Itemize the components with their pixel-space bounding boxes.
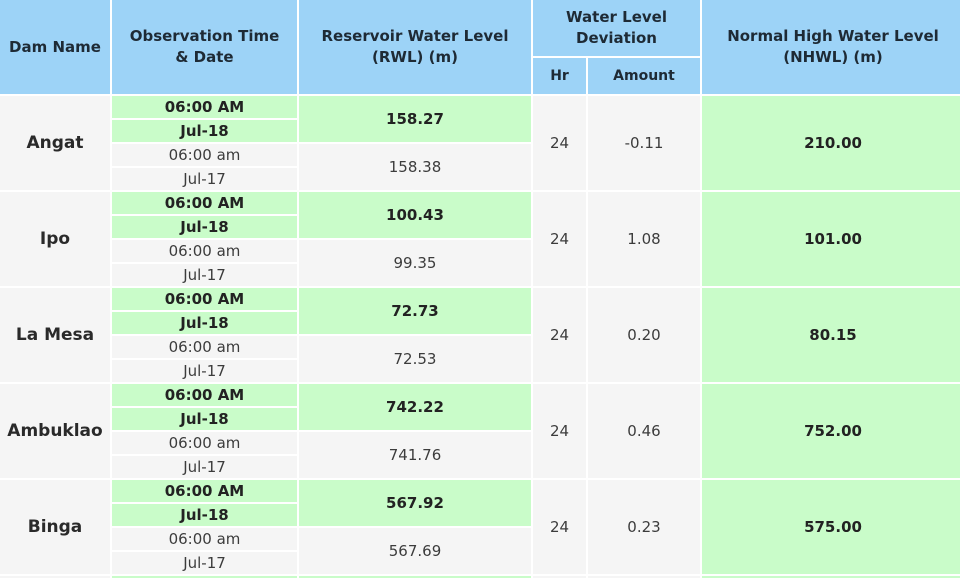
partial-cell xyxy=(299,576,531,578)
header-dam-name: Dam Name xyxy=(0,0,110,94)
observation-date-previous: Jul-17 xyxy=(112,456,297,478)
table-row: Angat 06:00 AM 158.27 24 -0.11 210.00 xyxy=(0,96,960,190)
deviation-amount: 0.20 xyxy=(588,288,701,382)
table-subrow: Jul-18 xyxy=(0,120,960,142)
partial-cell xyxy=(588,576,701,578)
nhwl-value: 80.15 xyxy=(702,288,960,382)
nhwl-value: 210.00 xyxy=(702,96,960,190)
dam-name: Angat xyxy=(0,96,110,190)
deviation-amount: 1.08 xyxy=(588,192,701,286)
dam-name: Ipo xyxy=(0,192,110,286)
table-subrow: Jul-18 xyxy=(0,216,960,238)
observation-date-current: Jul-18 xyxy=(112,120,297,142)
table-subrow: Jul-17 xyxy=(0,456,960,478)
rwl-previous: 158.38 xyxy=(299,144,531,190)
table-row: La Mesa 06:00 AM 72.73 24 0.20 80.15 xyxy=(0,288,960,382)
observation-date-current: Jul-18 xyxy=(112,216,297,238)
observation-time-current: 06:00 AM xyxy=(112,384,297,406)
rwl-current: 742.22 xyxy=(299,384,531,430)
header-water-level-deviation: Water Level Deviation xyxy=(533,0,701,56)
observation-date-current: Jul-18 xyxy=(112,504,297,526)
observation-date-current: Jul-18 xyxy=(112,408,297,430)
header-amount: Amount xyxy=(588,58,701,94)
table-subrow: 06:00 am 158.38 xyxy=(0,144,960,190)
observation-time-previous: 06:00 am xyxy=(112,240,297,262)
header-reservoir-water-level: Reservoir Water Level (RWL) (m) xyxy=(299,0,531,94)
table-row: Ambuklao 06:00 AM 742.22 24 0.46 752.00 xyxy=(0,384,960,478)
rwl-current: 158.27 xyxy=(299,96,531,142)
partial-cell xyxy=(112,576,297,578)
observation-time-previous: 06:00 am xyxy=(112,528,297,550)
rwl-current: 100.43 xyxy=(299,192,531,238)
header-observation-time-date: Observation Time & Date xyxy=(112,0,297,94)
table-subrow: 06:00 am 99.35 xyxy=(0,240,960,286)
rwl-previous: 567.69 xyxy=(299,528,531,574)
observation-date-previous: Jul-17 xyxy=(112,360,297,382)
observation-time-previous: 06:00 am xyxy=(112,432,297,454)
deviation-hr: 24 xyxy=(533,384,586,478)
table-subrow: Jul-18 xyxy=(0,408,960,430)
table-subrow: 06:00 am 72.53 xyxy=(0,336,960,382)
observation-date-previous: Jul-17 xyxy=(112,168,297,190)
nhwl-value: 752.00 xyxy=(702,384,960,478)
rwl-previous: 99.35 xyxy=(299,240,531,286)
table-subrow: Jul-18 xyxy=(0,312,960,334)
rwl-current: 567.92 xyxy=(299,480,531,526)
observation-time-previous: 06:00 am xyxy=(112,144,297,166)
nhwl-value: 575.00 xyxy=(702,480,960,574)
nhwl-value: 101.00 xyxy=(702,192,960,286)
dam-name: Binga xyxy=(0,480,110,574)
deviation-hr: 24 xyxy=(533,288,586,382)
observation-time-current: 06:00 AM xyxy=(112,96,297,118)
table-subrow: Jul-17 xyxy=(0,552,960,574)
dam-name: Ambuklao xyxy=(0,384,110,478)
observation-time-previous: 06:00 am xyxy=(112,336,297,358)
deviation-hr: 24 xyxy=(533,480,586,574)
header-normal-high-water-level: Normal High Water Level (NHWL) (m) xyxy=(702,0,960,94)
partial-cell xyxy=(0,576,110,578)
observation-time-current: 06:00 AM xyxy=(112,192,297,214)
header-hr: Hr xyxy=(533,58,586,94)
observation-date-previous: Jul-17 xyxy=(112,264,297,286)
deviation-amount: 0.46 xyxy=(588,384,701,478)
table-subrow: Jul-17 xyxy=(0,360,960,382)
deviation-hr: 24 xyxy=(533,192,586,286)
observation-time-current: 06:00 AM xyxy=(112,480,297,502)
table-subrow: Jul-18 xyxy=(0,504,960,526)
table-subrow: Jul-17 xyxy=(0,264,960,286)
deviation-amount: 0.23 xyxy=(588,480,701,574)
deviation-amount: -0.11 xyxy=(588,96,701,190)
table-subrow: Jul-17 xyxy=(0,168,960,190)
table-subrow: 06:00 am 567.69 xyxy=(0,528,960,574)
table-subrow: 06:00 am 741.76 xyxy=(0,432,960,478)
table-row-partial xyxy=(0,576,960,578)
table-row: Ipo 06:00 AM 100.43 24 1.08 101.00 xyxy=(0,192,960,286)
partial-cell xyxy=(533,576,586,578)
rwl-previous: 741.76 xyxy=(299,432,531,478)
observation-date-previous: Jul-17 xyxy=(112,552,297,574)
rwl-current: 72.73 xyxy=(299,288,531,334)
observation-time-current: 06:00 AM xyxy=(112,288,297,310)
deviation-hr: 24 xyxy=(533,96,586,190)
table-row: Binga 06:00 AM 567.92 24 0.23 575.00 xyxy=(0,480,960,574)
rwl-previous: 72.53 xyxy=(299,336,531,382)
partial-cell xyxy=(702,576,960,578)
observation-date-current: Jul-18 xyxy=(112,312,297,334)
dam-name: La Mesa xyxy=(0,288,110,382)
